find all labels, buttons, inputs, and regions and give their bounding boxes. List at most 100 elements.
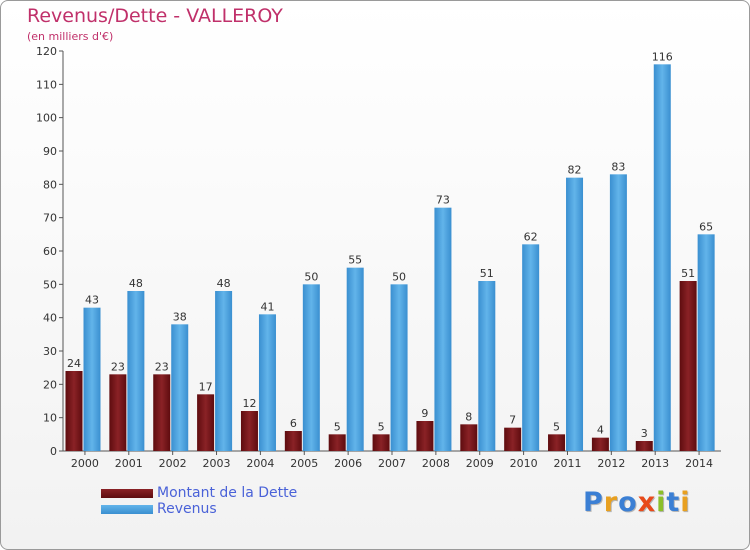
bar-dette xyxy=(197,394,215,451)
bar-revenus xyxy=(653,64,671,452)
y-tick-label: 30 xyxy=(43,345,57,358)
x-tick-label: 2014 xyxy=(685,457,713,470)
bar-revenus xyxy=(83,307,101,451)
data-label-dette: 4 xyxy=(597,424,604,437)
data-label-dette: 9 xyxy=(421,407,428,420)
bar-revenus xyxy=(566,177,584,451)
data-label-dette: 7 xyxy=(509,414,516,427)
data-label-revenus: 48 xyxy=(129,277,143,290)
y-tick-label: 60 xyxy=(43,245,57,258)
bar-revenus xyxy=(302,284,320,451)
x-tick-label: 2002 xyxy=(159,457,187,470)
y-tick-label: 10 xyxy=(43,412,57,425)
chart-title: Revenus/Dette - VALLEROY xyxy=(27,5,283,27)
data-labels: 2443234823381748124165055555097385176258… xyxy=(67,50,713,440)
bar-dette xyxy=(635,441,653,451)
chart-subtitle: (en milliers d'€) xyxy=(27,30,114,43)
bar-dette xyxy=(460,424,478,451)
bar-dette xyxy=(416,421,434,451)
bar-revenus xyxy=(434,207,452,451)
data-label-revenus: 41 xyxy=(260,300,274,313)
data-label-dette: 6 xyxy=(290,417,297,430)
x-tick-label: 2013 xyxy=(641,457,669,470)
x-tick-label: 2000 xyxy=(71,457,99,470)
data-label-revenus: 62 xyxy=(524,230,538,243)
logo-letter: r xyxy=(603,487,619,518)
legend-swatch-revenus xyxy=(101,505,153,514)
data-label-dette: 8 xyxy=(465,410,472,423)
data-label-dette: 24 xyxy=(67,357,81,370)
data-label-revenus: 55 xyxy=(348,254,362,267)
data-label-revenus: 50 xyxy=(304,270,318,283)
logo-letter: i xyxy=(656,487,667,518)
logo-letter: P xyxy=(583,487,604,518)
x-tick-label: 2010 xyxy=(510,457,538,470)
x-tick-label: 2011 xyxy=(553,457,581,470)
bar-revenus xyxy=(522,244,540,451)
data-label-revenus: 65 xyxy=(699,220,713,233)
data-label-dette: 51 xyxy=(681,267,695,280)
bar-dette xyxy=(109,374,127,451)
bar-revenus xyxy=(390,284,408,451)
data-label-revenus: 50 xyxy=(392,270,406,283)
y-tick-label: 50 xyxy=(43,278,57,291)
bar-dette xyxy=(591,437,609,451)
data-label-revenus: 116 xyxy=(652,50,673,63)
bar-dette xyxy=(153,374,171,451)
y-tick-label: 120 xyxy=(36,45,57,58)
data-label-dette: 5 xyxy=(553,420,560,433)
x-tick-label: 2001 xyxy=(115,457,143,470)
bar-dette xyxy=(504,427,522,451)
legend-label-revenus: Revenus xyxy=(157,501,217,517)
y-tick-label: 110 xyxy=(36,78,57,91)
y-tick-label: 80 xyxy=(43,178,57,191)
bar-revenus xyxy=(127,291,145,451)
x-tick-label: 2007 xyxy=(378,457,406,470)
data-label-revenus: 51 xyxy=(480,267,494,280)
data-label-revenus: 43 xyxy=(85,294,99,307)
x-tick-label: 2012 xyxy=(597,457,625,470)
y-tick-label: 70 xyxy=(43,212,57,225)
y-tick-label: 0 xyxy=(50,445,57,458)
data-label-revenus: 83 xyxy=(611,160,625,173)
logo-letter: o xyxy=(618,487,638,518)
bar-dette xyxy=(679,281,697,451)
logo-letter: t xyxy=(666,487,681,518)
bar-revenus xyxy=(171,324,189,451)
bar-dette xyxy=(548,434,566,451)
x-tick-label: 2008 xyxy=(422,457,450,470)
data-label-dette: 17 xyxy=(199,380,213,393)
bar-revenus xyxy=(346,267,364,451)
x-tick-label: 2003 xyxy=(203,457,231,470)
data-label-dette: 5 xyxy=(378,420,385,433)
proxiti-logo: Proxiti xyxy=(583,487,691,518)
data-label-revenus: 82 xyxy=(568,164,582,177)
data-label-revenus: 48 xyxy=(217,277,231,290)
data-label-dette: 12 xyxy=(242,397,256,410)
bar-revenus xyxy=(478,281,496,451)
data-label-dette: 23 xyxy=(111,360,125,373)
bar-revenus xyxy=(258,314,276,451)
x-tick-label: 2006 xyxy=(334,457,362,470)
data-label-dette: 5 xyxy=(334,420,341,433)
logo-letter: x xyxy=(637,487,657,518)
x-tick-label: 2005 xyxy=(290,457,318,470)
y-tick-label: 40 xyxy=(43,312,57,325)
bar-dette xyxy=(284,431,302,451)
x-tick-label: 2004 xyxy=(246,457,274,470)
y-tick-label: 100 xyxy=(36,112,57,125)
data-label-revenus: 73 xyxy=(436,194,450,207)
y-tick-label: 20 xyxy=(43,378,57,391)
bar-dette xyxy=(240,411,258,451)
bars xyxy=(65,64,715,452)
bar-dette xyxy=(65,371,83,451)
logo-letter: i xyxy=(680,487,691,518)
legend-label-dette: Montant de la Dette xyxy=(157,485,298,501)
bar-revenus xyxy=(609,174,627,452)
data-label-dette: 23 xyxy=(155,360,169,373)
data-label-revenus: 38 xyxy=(173,310,187,323)
bar-dette xyxy=(372,434,390,451)
data-label-dette: 3 xyxy=(641,427,648,440)
